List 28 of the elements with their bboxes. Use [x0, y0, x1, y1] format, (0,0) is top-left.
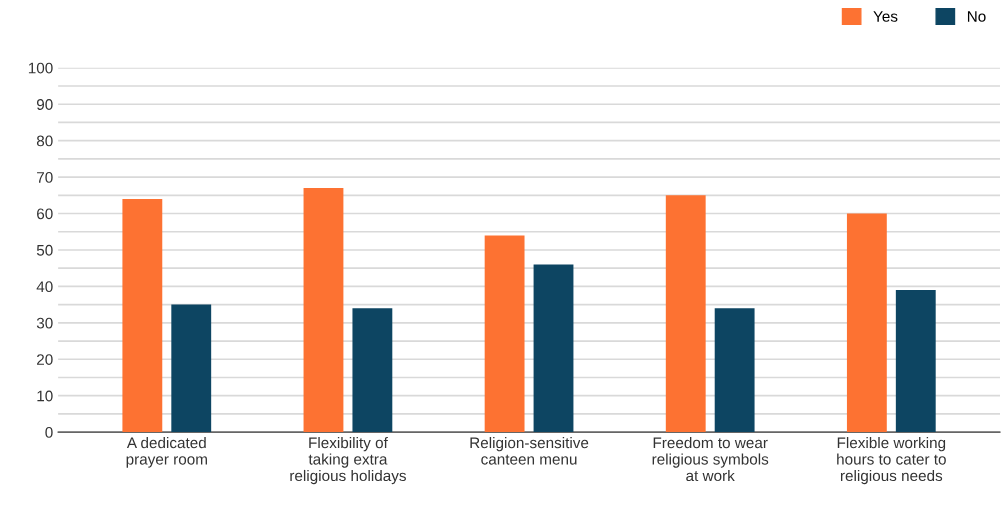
y-tick-label: 60 — [37, 208, 53, 220]
bar — [484, 235, 525, 433]
bar — [171, 304, 212, 433]
bar — [714, 308, 755, 433]
x-tick-label: Flexible working hours to cater to religious needs — [837, 436, 946, 485]
y-tick-label: 80 — [36, 135, 53, 147]
x-tick-label: A dedicated prayer room — [126, 436, 207, 468]
y-tick-label: 10 — [37, 390, 53, 402]
bar — [352, 308, 393, 433]
bar — [895, 290, 936, 433]
x-tick-label: Religion-sensitive canteen menu — [470, 436, 589, 465]
bar — [303, 188, 344, 433]
y-tick-label: 70 — [37, 171, 53, 183]
y-tick-label: 100 — [28, 62, 53, 74]
y-tick-label: 40 — [36, 281, 53, 293]
y-tick-label: 20 — [37, 354, 53, 365]
bar — [122, 198, 163, 433]
x-tick-label: Flexibility of taking extra religious holidays — [290, 436, 406, 485]
legend-label: Yes — [873, 11, 898, 22]
x-tick-label: Freedom to wear religious symbols at work — [652, 436, 769, 482]
bar — [533, 264, 574, 433]
y-tick-label: 50 — [36, 244, 53, 256]
legend-label: No — [967, 11, 986, 22]
y-tick-label: 90 — [36, 99, 53, 110]
bar — [846, 213, 887, 433]
y-tick-label: 0 — [45, 426, 53, 438]
bar — [665, 195, 706, 433]
y-tick-label: 30 — [36, 317, 53, 329]
